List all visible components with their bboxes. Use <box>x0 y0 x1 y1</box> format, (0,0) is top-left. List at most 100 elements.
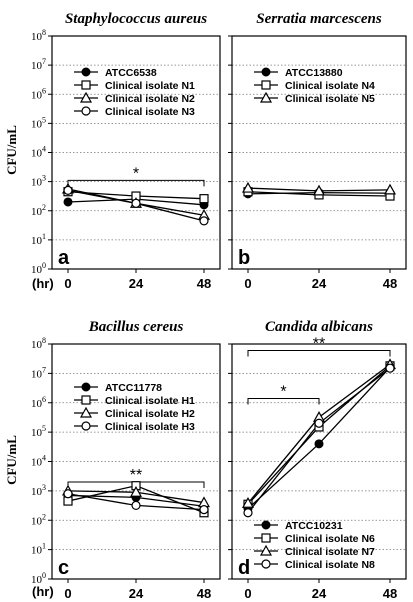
significance-label: ** <box>130 467 142 484</box>
significance-label: * <box>280 383 286 400</box>
y-tick-label: 106 <box>31 395 46 410</box>
legend-label: ATCC11778 <box>105 382 162 394</box>
y-tick-label: 100 <box>31 261 46 276</box>
legend-marker <box>81 106 91 116</box>
legend-label: Clinical isolate H1 <box>105 395 195 407</box>
data-point <box>241 496 255 508</box>
x-unit-label-top: (hr) <box>32 276 54 291</box>
legend-label: ATCC10231 <box>285 520 343 532</box>
panel-title: Serratia marcescens <box>256 11 382 27</box>
legend-marker <box>259 91 273 103</box>
data-point <box>63 197 73 207</box>
x-tick-label: 0 <box>64 586 71 601</box>
significance-label: * <box>133 165 139 182</box>
y-tick-label: 103 <box>31 483 46 498</box>
significance-label: ** <box>313 336 325 353</box>
panel-letter: a <box>58 247 70 269</box>
legend-marker <box>79 91 93 103</box>
panel-title: Bacillus cereus <box>88 319 184 335</box>
x-unit-label-bottom: (hr) <box>32 584 54 599</box>
y-tick-label: 101 <box>31 232 46 247</box>
data-point <box>129 485 143 497</box>
data-point <box>241 181 255 193</box>
significance-bracket <box>247 397 320 405</box>
legend-label: Clinical isolate N2 <box>105 93 195 105</box>
data-point <box>312 184 326 196</box>
panel-title: Staphylococcus aureus <box>65 11 207 27</box>
y-tick-label: 104 <box>31 454 46 469</box>
data-point <box>131 198 141 208</box>
panel-letter: c <box>58 557 69 579</box>
y-tick-label: 102 <box>31 203 46 218</box>
panel-a: Staphylococcus aureus 100 101 102 103 104 105 1… <box>31 11 221 291</box>
x-tick-label: 24 <box>129 586 144 601</box>
legend-marker <box>261 520 271 530</box>
legend-marker <box>261 80 271 90</box>
data-point <box>314 418 324 428</box>
x-tick-label: 48 <box>197 276 211 291</box>
legend-label: Clinical isolate N5 <box>285 93 375 105</box>
data-point <box>131 500 141 511</box>
x-tick-label: 48 <box>383 276 397 291</box>
y-tick-label: 107 <box>31 365 46 380</box>
legend-marker <box>79 406 93 418</box>
legend-label: Clinical isolate N6 <box>285 533 375 545</box>
legend-marker <box>81 67 91 77</box>
data-point <box>314 439 324 449</box>
legend-label: Clinical isolate N4 <box>285 80 375 92</box>
legend-label: ATCC6538 <box>105 67 157 79</box>
legend-marker <box>261 533 271 543</box>
y-tick-label: 103 <box>31 174 46 189</box>
x-tick-label: 0 <box>244 586 251 601</box>
data-point <box>385 363 395 373</box>
y-axis-label-bottom: CFU/mL <box>4 435 19 485</box>
panel-letter: b <box>238 247 250 269</box>
legend-label: Clinical isolate N7 <box>285 546 375 558</box>
x-tick-label: 24 <box>129 276 144 291</box>
panel-c: Bacillus cereus1001011021031041051061071… <box>31 319 221 601</box>
x-tick-label: 24 <box>312 586 327 601</box>
series-line <box>247 365 391 505</box>
data-point <box>383 183 397 195</box>
y-tick-label: 105 <box>31 115 46 130</box>
data-point <box>199 194 209 204</box>
y-tick-label: 104 <box>31 145 46 160</box>
data-point <box>243 508 253 518</box>
legend-label: Clinical isolate H2 <box>105 408 195 420</box>
x-tick-label: 48 <box>383 586 397 601</box>
legend-label: ATCC13880 <box>285 67 343 79</box>
series-line <box>247 366 391 510</box>
data-point <box>63 489 73 499</box>
legend-marker <box>81 421 91 431</box>
x-tick-label: 48 <box>197 586 211 601</box>
legend-marker <box>261 559 271 569</box>
y-tick-label: 101 <box>31 542 46 557</box>
legend-marker <box>261 67 271 77</box>
x-tick-label: 0 <box>244 276 251 291</box>
y-tick-label: 108 <box>31 336 46 351</box>
x-tick-label: 0 <box>64 276 71 291</box>
legend-marker <box>81 80 91 90</box>
y-axis-label-top: CFU/mL <box>4 125 19 175</box>
y-tick-label: 107 <box>31 57 46 72</box>
y-tick-label: 108 <box>31 28 46 43</box>
significance-bracket <box>247 350 391 357</box>
y-tick-label: 102 <box>31 512 46 527</box>
data-point <box>199 216 209 226</box>
data-point <box>63 185 73 195</box>
panel-letter: d <box>238 557 250 579</box>
data-point <box>199 505 209 515</box>
x-tick-label: 24 <box>312 276 327 291</box>
legend-marker <box>259 544 273 556</box>
legend-label: Clinical isolate N1 <box>105 80 195 92</box>
panel-title: Candida albicans <box>265 319 373 335</box>
legend-label: Clinical isolate H3 <box>105 421 195 433</box>
legend-marker <box>81 382 91 392</box>
